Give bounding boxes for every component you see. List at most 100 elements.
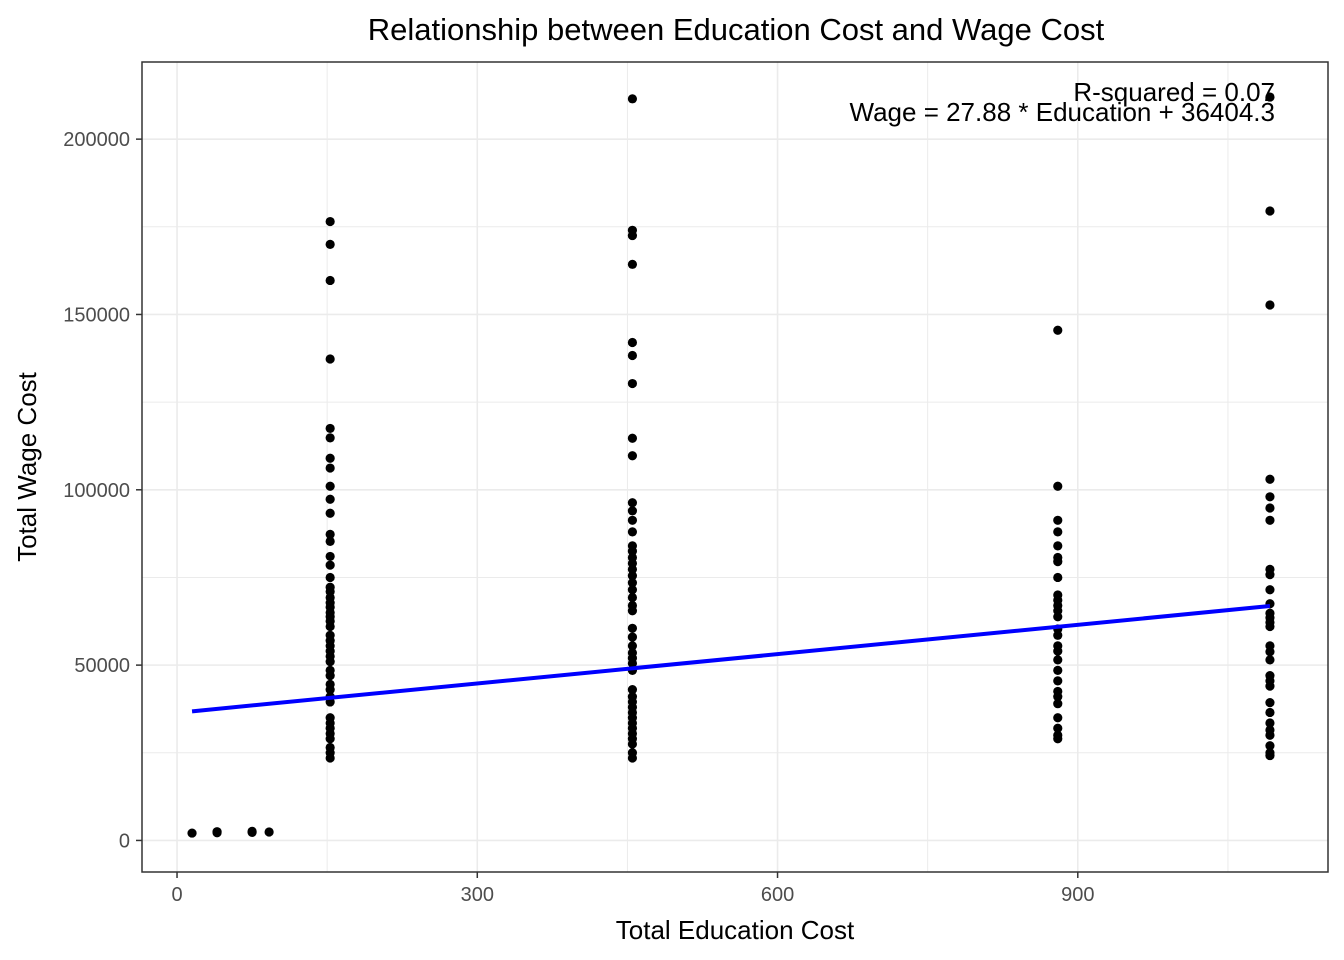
data-point	[627, 641, 638, 651]
major-gridlines	[142, 62, 1328, 872]
data-point	[1265, 655, 1275, 665]
data-point	[627, 739, 638, 749]
data-point	[1053, 655, 1063, 665]
data-point	[1053, 723, 1063, 733]
data-point	[325, 239, 335, 249]
y-tick-label: 100000	[63, 480, 130, 502]
data-point	[1265, 750, 1275, 761]
data-point	[1265, 206, 1275, 216]
data-point	[627, 632, 638, 642]
data-point	[627, 498, 638, 508]
panel-background	[142, 62, 1328, 872]
data-point	[325, 671, 335, 681]
data-point	[325, 463, 335, 473]
data-point	[247, 826, 257, 836]
data-point	[325, 621, 335, 632]
data-point	[1053, 713, 1063, 723]
data-point	[627, 94, 638, 104]
data-point	[627, 337, 638, 348]
panel-border	[141, 61, 1329, 873]
data-point	[627, 753, 638, 763]
data-point	[627, 350, 638, 361]
data-point	[627, 592, 638, 603]
data-point	[1265, 474, 1275, 484]
data-point	[627, 230, 638, 241]
data-point	[1265, 698, 1275, 708]
data-point	[325, 481, 335, 491]
data-point	[627, 378, 638, 389]
data-point	[627, 606, 638, 616]
data-point	[1265, 707, 1275, 718]
data-point	[325, 685, 335, 695]
x-tick-label: 0	[171, 884, 182, 906]
data-point	[212, 827, 222, 837]
y-tick-label: 0	[119, 830, 130, 852]
data-point	[325, 216, 335, 227]
data-point	[187, 828, 197, 838]
y-axis-title: Total Wage Cost	[12, 371, 42, 562]
data-point	[1265, 718, 1275, 728]
x-axis-ticks: 0 300 600 900	[171, 872, 1094, 906]
y-tick-label: 150000	[63, 304, 130, 326]
data-point	[325, 433, 335, 443]
data-point	[627, 658, 638, 668]
data-point	[1265, 621, 1275, 632]
data-point	[1265, 741, 1275, 751]
data-point	[325, 734, 335, 744]
data-point	[325, 572, 335, 583]
data-point	[1053, 734, 1063, 744]
data-point	[627, 571, 638, 581]
data-point	[1265, 647, 1275, 657]
data-point	[1265, 681, 1275, 691]
data-point	[1265, 503, 1275, 513]
data-point	[325, 529, 335, 539]
regression-line	[191, 604, 1271, 714]
data-point	[1265, 300, 1275, 310]
data-point	[325, 657, 335, 667]
x-tick-label: 900	[1061, 884, 1094, 906]
data-point	[1053, 692, 1063, 702]
r-squared-annotation: R-squared = 0.07	[1073, 77, 1275, 107]
data-point	[627, 623, 638, 633]
data-point	[627, 585, 638, 595]
data-point	[627, 506, 638, 516]
data-point	[627, 527, 638, 537]
data-point	[627, 451, 638, 461]
y-axis-ticks: 0 50000 100000 150000 200000	[63, 129, 142, 852]
x-tick-label: 300	[461, 884, 494, 906]
data-point	[325, 508, 335, 518]
data-point	[325, 494, 335, 504]
data-point	[627, 546, 638, 556]
data-point	[1053, 481, 1063, 491]
data-point	[1265, 92, 1275, 102]
data-point	[1053, 612, 1063, 622]
data-point	[1265, 585, 1275, 595]
x-axis-title: Total Education Cost	[616, 915, 855, 945]
data-point	[325, 453, 335, 463]
data-point	[1053, 630, 1063, 640]
plot-panel	[141, 61, 1329, 873]
data-point	[325, 423, 335, 434]
y-tick-label: 200000	[63, 129, 130, 151]
data-point	[1053, 527, 1063, 537]
data-point	[325, 354, 335, 364]
data-point	[627, 259, 638, 269]
minor-gridlines	[142, 62, 1328, 872]
data-point	[325, 536, 335, 546]
x-tick-label: 600	[761, 884, 794, 906]
data-point	[264, 827, 274, 837]
data-point	[1053, 646, 1063, 656]
data-point	[1053, 699, 1063, 709]
data-point	[1053, 676, 1063, 686]
data-point	[1053, 515, 1063, 525]
data-point	[1265, 492, 1275, 502]
data-point	[1053, 665, 1063, 675]
data-point	[627, 515, 638, 525]
data-point	[1053, 557, 1063, 567]
data-point	[325, 275, 335, 286]
chart-title: Relationship between Education Cost and …	[368, 12, 1105, 47]
y-tick-label: 50000	[74, 655, 130, 677]
data-point	[325, 551, 335, 562]
data-point	[1265, 515, 1275, 525]
